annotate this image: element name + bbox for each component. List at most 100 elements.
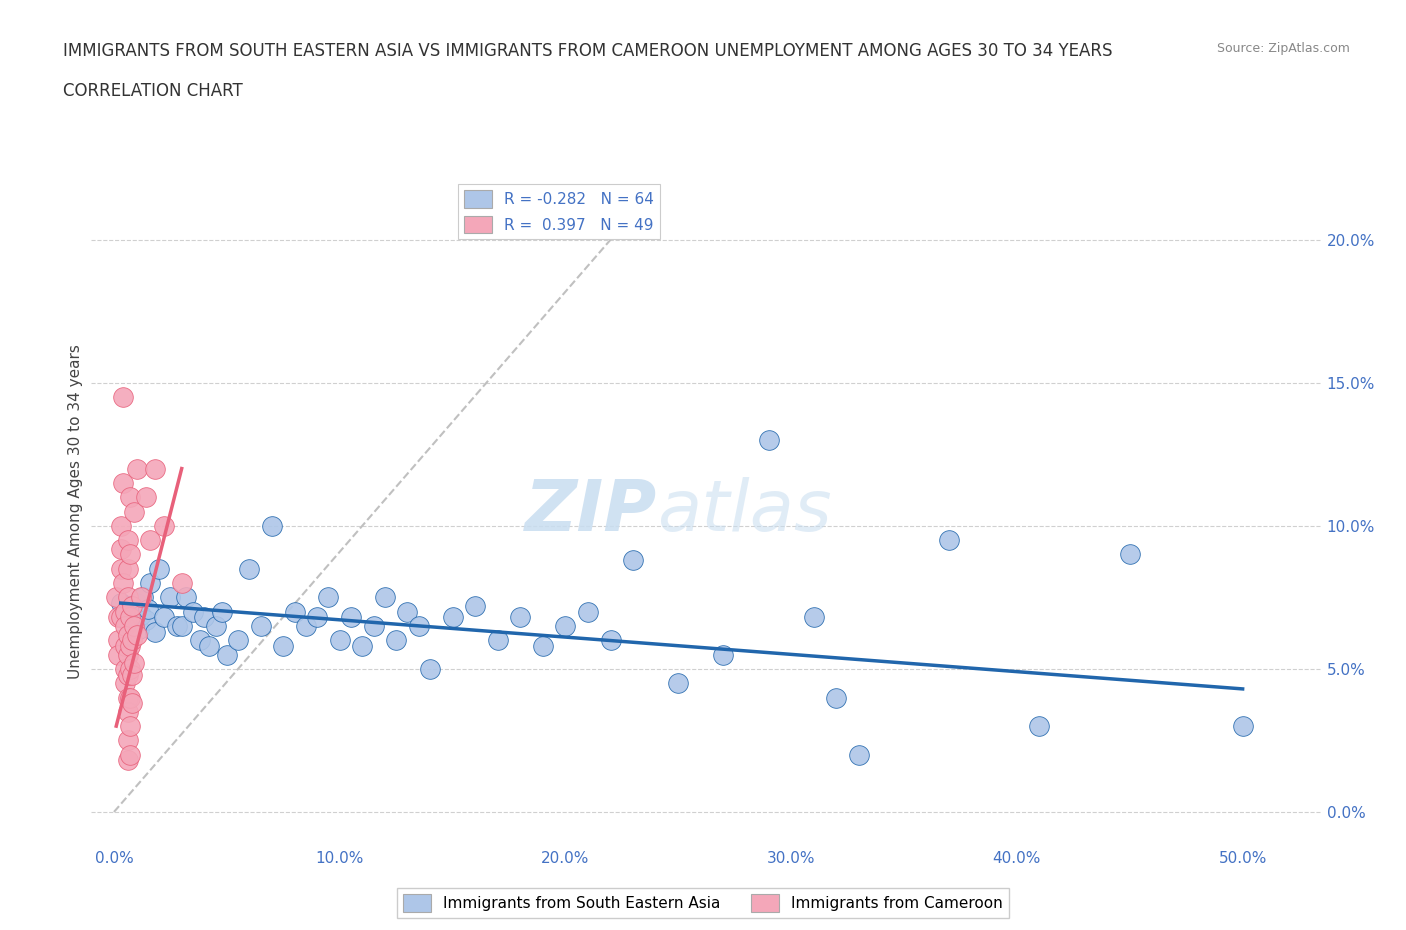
Point <box>111 475 134 490</box>
Point <box>118 748 141 763</box>
Point <box>121 604 143 619</box>
Point <box>464 599 486 614</box>
Point <box>135 613 157 628</box>
Point <box>295 618 318 633</box>
Point <box>143 624 166 639</box>
Point <box>803 610 825 625</box>
Point <box>124 610 146 625</box>
Point <box>713 647 735 662</box>
Point <box>307 610 329 625</box>
Point <box>197 639 219 654</box>
Point <box>135 490 157 505</box>
Point <box>1119 547 1142 562</box>
Point <box>363 618 385 633</box>
Point <box>318 590 340 604</box>
Point <box>159 590 181 604</box>
Point <box>352 639 374 654</box>
Point <box>118 690 141 705</box>
Point <box>110 562 132 577</box>
Point <box>825 690 848 705</box>
Point <box>125 627 148 642</box>
Text: atlas: atlas <box>657 477 832 546</box>
Point <box>121 667 143 682</box>
Point <box>758 432 780 447</box>
Point <box>238 562 260 577</box>
Point <box>118 547 141 562</box>
Point <box>114 604 136 619</box>
Point <box>139 533 162 548</box>
Legend: Immigrants from South Eastern Asia, Immigrants from Cameroon: Immigrants from South Eastern Asia, Immi… <box>398 888 1008 918</box>
Point <box>117 599 139 614</box>
Point <box>170 618 193 633</box>
Point <box>121 696 143 711</box>
Point <box>114 676 136 691</box>
Point <box>374 590 396 604</box>
Y-axis label: Unemployment Among Ages 30 to 34 years: Unemployment Among Ages 30 to 34 years <box>67 344 83 679</box>
Point <box>117 627 139 642</box>
Point <box>666 676 689 691</box>
Point <box>621 552 644 567</box>
Point <box>408 618 430 633</box>
Point <box>110 595 132 610</box>
Point <box>1028 719 1050 734</box>
Point <box>121 632 143 647</box>
Point <box>111 390 134 405</box>
Point <box>110 610 132 625</box>
Point <box>260 518 283 533</box>
Point <box>576 604 599 619</box>
Point <box>114 639 136 654</box>
Point <box>110 518 132 533</box>
Point <box>441 610 464 625</box>
Point <box>554 618 576 633</box>
Point <box>118 490 141 505</box>
Point <box>117 590 139 604</box>
Point <box>599 632 621 647</box>
Point <box>124 504 146 519</box>
Point <box>117 562 139 577</box>
Point <box>188 632 211 647</box>
Point <box>136 602 159 617</box>
Point <box>125 461 148 476</box>
Text: Source: ZipAtlas.com: Source: ZipAtlas.com <box>1216 42 1350 55</box>
Point <box>117 690 139 705</box>
Point <box>204 618 226 633</box>
Point <box>1232 719 1254 734</box>
Text: IMMIGRANTS FROM SOUTH EASTERN ASIA VS IMMIGRANTS FROM CAMEROON UNEMPLOYMENT AMON: IMMIGRANTS FROM SOUTH EASTERN ASIA VS IM… <box>63 42 1112 60</box>
Point <box>117 533 139 548</box>
Point <box>124 656 146 671</box>
Point <box>118 610 141 625</box>
Point <box>419 661 441 676</box>
Point <box>111 576 134 591</box>
Point <box>129 607 152 622</box>
Point <box>152 518 174 533</box>
Point <box>340 610 363 625</box>
Point <box>107 647 129 662</box>
Point <box>531 639 554 654</box>
Point <box>118 661 141 676</box>
Point <box>117 647 139 662</box>
Text: CORRELATION CHART: CORRELATION CHART <box>63 82 243 100</box>
Legend: R = -0.282   N = 64, R =  0.397   N = 49: R = -0.282 N = 64, R = 0.397 N = 49 <box>458 184 659 240</box>
Point <box>114 618 136 633</box>
Point <box>148 562 170 577</box>
Point <box>193 610 215 625</box>
Point <box>174 590 197 604</box>
Point <box>117 733 139 748</box>
Point <box>152 610 174 625</box>
Point <box>271 639 294 654</box>
Point <box>117 753 139 768</box>
Point <box>118 639 141 654</box>
Point <box>509 610 531 625</box>
Point <box>124 618 146 633</box>
Point <box>396 604 419 619</box>
Point <box>211 604 233 619</box>
Point <box>181 604 204 619</box>
Point <box>125 595 148 610</box>
Text: ZIP: ZIP <box>524 477 657 546</box>
Point <box>215 647 238 662</box>
Point <box>107 610 129 625</box>
Point <box>114 610 136 625</box>
Point <box>139 576 162 591</box>
Point <box>226 632 249 647</box>
Point <box>170 576 193 591</box>
